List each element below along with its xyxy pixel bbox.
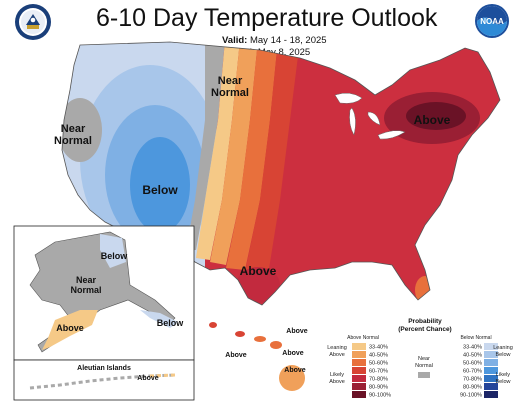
- label-near-normal-plains-l2: Normal: [211, 87, 249, 99]
- legend-above-header: Above Normal: [347, 335, 379, 341]
- legend-above-range: 60-70%: [369, 369, 388, 375]
- lake-michigan: [349, 107, 356, 136]
- legend-near-normal-l1: Near: [418, 356, 430, 362]
- legend-below-swatch: [484, 375, 498, 382]
- legend-below-swatch: [484, 359, 498, 366]
- valid-label: Valid:: [222, 35, 248, 46]
- legend-above-swatch: [352, 359, 366, 366]
- legend-likely-below: Likely Below: [496, 372, 511, 385]
- hi-label-above-4: Above: [284, 367, 306, 374]
- lake-superior: [334, 92, 363, 104]
- conus-outline: [61, 41, 501, 306]
- legend-above-range: 90-100%: [369, 393, 391, 399]
- legend-above-range: 80-90%: [369, 385, 388, 391]
- aleutian-inset: [13, 359, 195, 401]
- valid-dates: May 14 - 18, 2025: [249, 35, 327, 46]
- legend-below-range: 60-70%: [463, 369, 482, 375]
- legend-above-swatch: [352, 367, 366, 374]
- label-near-normal-plains: Near Normal: [211, 75, 249, 99]
- legend-below-swatches: 33-40% 40-50% 50-60% 60-70% 70-80% 80-90% 90-1…: [460, 343, 498, 399]
- aleutian-title: Aleutian Islands: [77, 365, 131, 372]
- ak-near-normal-l2: Normal: [70, 285, 101, 295]
- hi-label-above-3: Above: [282, 350, 304, 357]
- legend-below-range: 33-40%: [463, 345, 482, 351]
- legend-above-range: 33-40%: [369, 345, 388, 351]
- lake-erie: [377, 130, 406, 140]
- legend-near-normal-label: Near Normal: [415, 356, 433, 369]
- ak-label-below-north: Below: [101, 251, 129, 261]
- issued-date: May 8, 2025: [257, 47, 311, 58]
- legend-above-swatch: [352, 383, 366, 390]
- hi-label-above-1: Above: [286, 328, 308, 335]
- ak-label-above-south: Above: [56, 323, 84, 333]
- commerce-seal-icon: [15, 4, 51, 40]
- legend-leaning-below-l1: Leaning: [493, 345, 513, 351]
- label-near-normal-west-l1: Near: [61, 123, 86, 135]
- label-near-normal-west: Near Normal: [54, 123, 92, 147]
- legend-above-swatch: [352, 391, 366, 398]
- legend-near-normal-l2: Normal: [415, 363, 433, 369]
- legend-below-swatch: [484, 343, 498, 350]
- label-near-normal-west-l2: Normal: [54, 135, 92, 147]
- ak-near-normal-l1: Near: [76, 275, 97, 285]
- hi-label-above-2: Above: [225, 352, 247, 359]
- legend-below-swatch: [484, 367, 498, 374]
- legend-subtitle: (Percent Chance): [398, 326, 451, 333]
- legend-likely-below-l1: Likely: [496, 372, 510, 378]
- legend-below-range: 40-50%: [463, 353, 482, 359]
- legend-likely-above: Likely Above: [329, 372, 345, 385]
- ak-label-near-normal: Near Normal: [70, 275, 101, 295]
- hawaii-map: Above Above Above Above: [209, 322, 308, 391]
- lake-huron: [367, 111, 381, 126]
- legend-leaning-above-l1: Leaning: [327, 345, 347, 351]
- legend-title: Probability: [408, 318, 442, 325]
- legend-likely-above-l2: Above: [329, 379, 345, 385]
- legend-above-swatch: [352, 351, 366, 358]
- legend-below-range: 50-60%: [463, 361, 482, 367]
- legend-leaning-below: Leaning Below: [493, 345, 513, 358]
- aleutian-label-above: Above: [137, 375, 159, 382]
- legend-above-swatch: [352, 375, 366, 382]
- legend-below-range: 70-80%: [463, 377, 482, 383]
- legend-above-swatches: 33-40% 40-50% 50-60% 60-70% 70-80% 80-90% 90-1…: [352, 343, 391, 399]
- legend-below-range: 90-100%: [460, 393, 482, 399]
- label-above-texas: Above: [240, 264, 277, 278]
- legend-leaning-above: Leaning Above: [327, 345, 347, 358]
- legend-above-range: 40-50%: [369, 353, 388, 359]
- legend-likely-above-l1: Likely: [330, 372, 344, 378]
- legend-above-range: 70-80%: [369, 377, 388, 383]
- legend-leaning-above-l2: Above: [329, 352, 345, 358]
- legend-above-range: 50-60%: [369, 361, 388, 367]
- noaa-logo-icon: NOAA: [475, 4, 509, 38]
- legend-leaning-below-l2: Below: [496, 352, 511, 358]
- label-above-northeast: Above: [414, 113, 451, 127]
- legend-likely-below-l2: Below: [496, 379, 511, 385]
- legend-below-range: 80-90%: [463, 385, 482, 391]
- page-title: 6-10 Day Temperature Outlook: [96, 4, 438, 32]
- label-below-rockies: Below: [142, 183, 178, 197]
- ak-label-below-panhandle: Below: [157, 318, 185, 328]
- probability-legend: Probability (Percent Chance) Above Norma…: [327, 318, 513, 399]
- noaa-logo-text: NOAA: [480, 17, 504, 26]
- legend-below-swatch: [484, 351, 498, 358]
- alaska-map: Below Near Normal Above Below: [29, 231, 185, 353]
- legend-above-swatch: [352, 343, 366, 350]
- legend-below-swatch: [484, 383, 498, 390]
- legend-near-normal-swatch: [418, 372, 430, 378]
- legend-below-header: Below Normal: [460, 335, 491, 341]
- legend-below-swatch: [484, 391, 498, 398]
- label-near-normal-plains-l1: Near: [218, 75, 243, 87]
